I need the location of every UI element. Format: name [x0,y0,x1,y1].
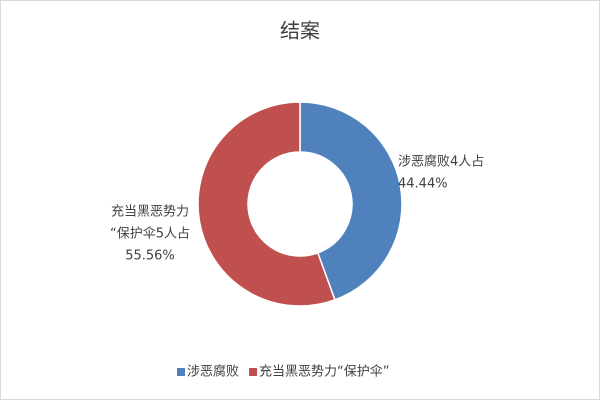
donut-slice [197,101,336,307]
legend-label: 涉恶腐败 [187,365,239,380]
legend-swatch [249,368,258,376]
data-label: 44.44% [398,177,448,192]
legend-label: 充当黑恶势力“保护伞” [259,364,389,380]
data-label: 充当黑恶势力 [111,204,189,220]
chart-title: 结案 [280,19,320,43]
donut-slice [299,101,403,301]
legend-swatch [177,368,185,376]
data-label: 涉恶腐败4人占 [398,155,484,170]
data-label: 55.56% [125,249,175,264]
data-label: “保护伞5人占 [110,226,190,242]
